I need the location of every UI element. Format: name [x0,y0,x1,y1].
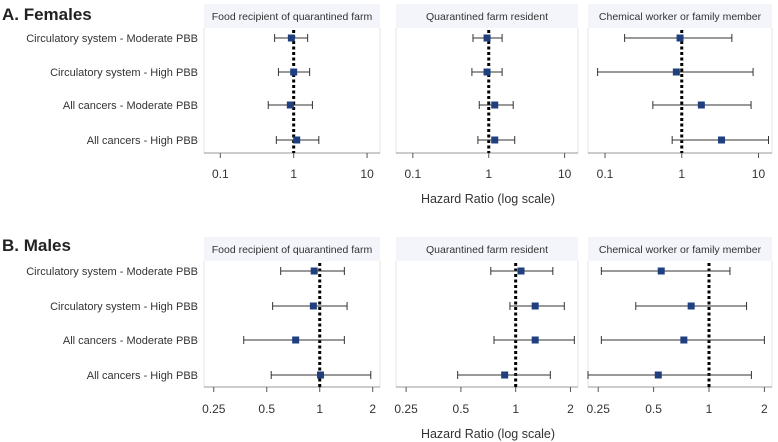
row-label: Circulatory system - Moderate PBB [26,266,198,278]
x-axis-title: Hazard Ratio (log scale) [421,427,555,441]
row-label: All cancers - Moderate PBB [63,100,198,112]
hr-marker [286,101,294,109]
row-label: All cancers - High PBB [87,135,198,147]
x-tick-label: 0.1 [212,167,229,181]
x-tick-label: 10 [558,167,572,181]
panel-0: Food recipient of quarantined farm 0.25 0.… [202,237,381,416]
hr-marker [316,371,324,379]
hr-marker [676,34,684,42]
x-tick-label: 2 [761,402,768,416]
x-tick-label: 0.5 [645,402,662,416]
x-tick-label: 10 [752,167,766,181]
x-axis-title: Hazard Ratio (log scale) [421,192,555,206]
x-tick-label: 0.1 [597,167,614,181]
panel-2: Chemical worker or family member 0.25 0.5 1… [587,237,773,416]
x-tick-label: 2 [567,402,574,416]
panel-title: Food recipient of quarantined farm [212,11,373,23]
panel-header [588,4,772,28]
x-tick-label: 1 [316,402,323,416]
hr-marker [672,68,680,76]
hr-marker [680,336,688,344]
hr-marker [654,371,662,379]
x-tick-label: 10 [360,167,374,181]
panel-title: Chemical worker or family member [599,11,762,23]
hr-marker [657,267,665,275]
panel-title: Food recipient of quarantined farm [212,244,373,256]
panel-1: Quarantined farm resident 0.25 0.5 1 2 [394,237,579,416]
x-tick-label: 0.5 [258,402,275,416]
panel-header [204,4,380,28]
panel-title: Quarantined farm resident [426,11,548,23]
x-tick-label: 0.5 [453,402,470,416]
hr-marker [531,336,539,344]
hr-marker [687,302,695,310]
x-tick-label: 1 [290,167,297,181]
hr-marker [491,101,499,109]
x-tick-label: 1 [485,167,492,181]
x-tick-label: 0.25 [587,402,611,416]
hr-marker [517,267,525,275]
panel-header [588,237,772,261]
row-label: All cancers - Moderate PBB [63,335,198,347]
section-males: B. Males Circulatory system - Moderate PB… [2,236,773,441]
hr-marker [483,68,491,76]
section-title: A. Females [2,5,92,24]
panel-header [396,237,578,261]
section-title: B. Males [2,236,71,255]
row-label: Circulatory system - High PBB [50,301,198,313]
hr-marker [293,136,301,144]
hr-marker [483,34,491,42]
x-tick-label: 0.1 [404,167,421,181]
hr-marker [290,68,298,76]
x-tick-label: 1 [678,167,685,181]
panel-header [396,4,578,28]
hr-marker [491,136,499,144]
hr-marker [310,267,318,275]
row-label: Circulatory system - High PBB [50,67,198,79]
hr-marker [501,371,509,379]
row-label: All cancers - High PBB [87,370,198,382]
hr-marker [287,34,295,42]
hr-marker [531,302,539,310]
x-tick-label: 0.25 [394,402,418,416]
hr-marker [718,136,726,144]
hr-marker [697,101,705,109]
x-tick-label: 1 [512,402,519,416]
panel-header [204,237,380,261]
x-tick-label: 2 [369,402,376,416]
panel-title: Quarantined farm resident [426,244,548,256]
row-label: Circulatory system - Moderate PBB [26,33,198,45]
panel-title: Chemical worker or family member [599,244,762,256]
panel-1: Quarantined farm resident 0.1 1 10 [395,4,579,181]
panel-0: Food recipient of quarantined farm 0.1 1 10 [203,4,381,181]
section-females: A. Females Circulatory system - Moderate … [2,4,773,206]
hr-marker [292,336,300,344]
x-tick-label: 0.25 [202,402,226,416]
panel-2: Chemical worker or family member 0.1 1 10 [587,4,773,181]
x-tick-label: 1 [706,402,713,416]
hr-marker [309,302,317,310]
